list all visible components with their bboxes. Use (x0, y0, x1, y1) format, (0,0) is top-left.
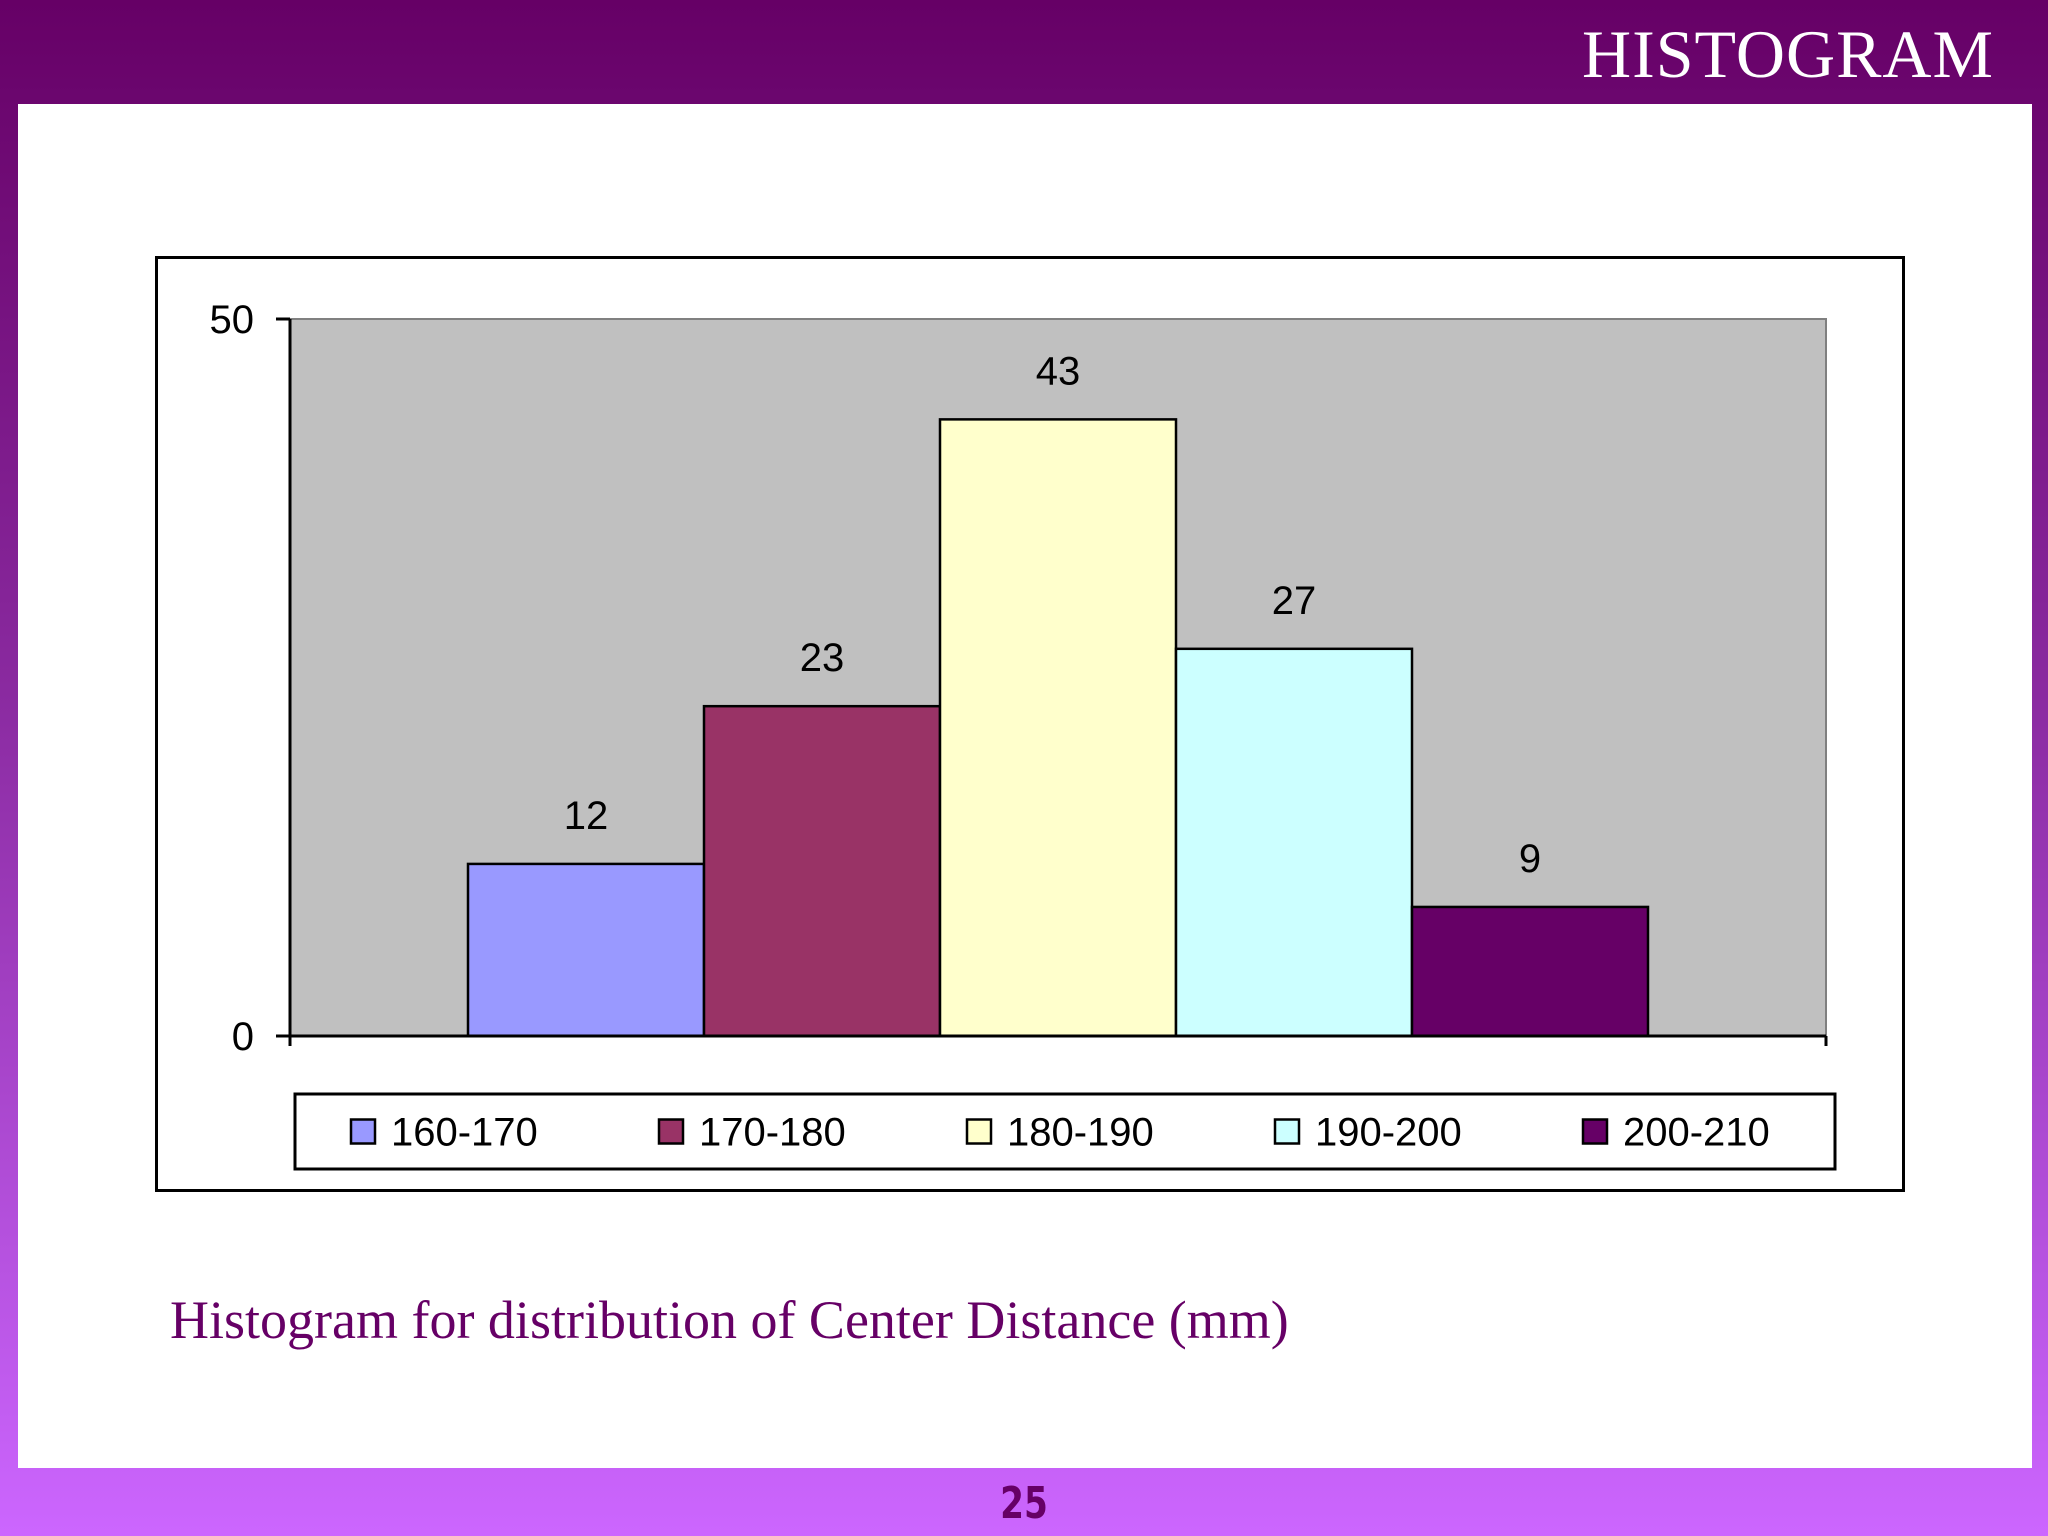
bar-200-210 (1410, 905, 1650, 1038)
legend-label-180-190: 180-190 (1007, 1111, 1154, 1155)
data-label-170-180: 23 (800, 636, 845, 680)
y-tick-label-0: 0 (232, 1015, 254, 1059)
bar-170-180 (702, 704, 942, 1038)
page-number: 25 (1000, 1478, 1048, 1529)
legend-label-200-210: 200-210 (1623, 1111, 1770, 1155)
y-tick-label-50: 50 (210, 298, 255, 342)
legend-swatch-190-200 (1273, 1118, 1301, 1145)
data-label-180-190: 43 (1036, 349, 1081, 393)
data-label-160-170: 12 (564, 794, 609, 838)
legend-swatch-160-170 (349, 1118, 377, 1145)
bar-160-170 (466, 862, 706, 1038)
histogram-chart: 12 23 43 27 9 0 50 160-170 170-180 180-190 190-200… (210, 298, 1837, 1171)
legend-swatch-200-210 (1581, 1118, 1609, 1145)
bar-180-190 (938, 418, 1178, 1038)
legend-swatch-180-190 (965, 1118, 993, 1145)
legend-label-160-170: 160-170 (391, 1111, 538, 1155)
slide-title: HISTOGRAM (1581, 16, 1994, 92)
legend-label-190-200: 190-200 (1315, 1111, 1462, 1155)
chart-caption: Histogram for distribution of Center Dis… (170, 1290, 1289, 1350)
legend (293, 1092, 1837, 1171)
data-label-190-200: 27 (1272, 579, 1317, 623)
legend-swatch-170-180 (657, 1118, 685, 1145)
legend-label-170-180: 170-180 (699, 1111, 846, 1155)
data-label-200-210: 9 (1519, 837, 1541, 881)
chart-frame: 12 23 43 27 9 0 50 160-170 170-180 180-190 190-200… (155, 256, 1905, 1192)
bar-190-200 (1174, 647, 1414, 1038)
